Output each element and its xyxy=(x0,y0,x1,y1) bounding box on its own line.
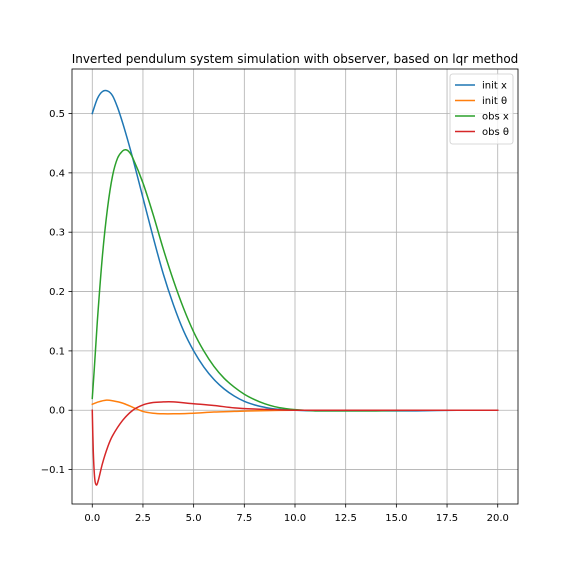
x-tick-label: 7.5 xyxy=(236,513,252,524)
x-tick-label: 10.0 xyxy=(284,513,306,524)
y-tick-label: 0.5 xyxy=(49,109,65,120)
legend: init x init θ obs x obs θ xyxy=(449,73,514,145)
y-tick-label: 0.3 xyxy=(49,228,65,239)
series-lines xyxy=(91,89,499,486)
grid xyxy=(72,69,518,504)
x-tick-label: 20.0 xyxy=(487,513,509,524)
x-tick-label: 0.0 xyxy=(84,513,100,524)
legend-label: obs θ xyxy=(482,127,509,138)
y-tick-label: −0.1 xyxy=(41,465,65,476)
legend-label: obs x xyxy=(482,112,509,123)
x-tick-label: 12.5 xyxy=(335,513,357,524)
legend-label: init θ xyxy=(482,96,507,107)
y-tick-label: 0.1 xyxy=(49,346,65,357)
x-tick-label: 2.5 xyxy=(135,513,151,524)
chart-title: Inverted pendulum system simulation with… xyxy=(72,52,519,66)
y-tick-label: 0.4 xyxy=(49,168,65,179)
legend-box xyxy=(449,73,514,145)
y-tick-label: 0.0 xyxy=(49,406,65,417)
x-tick-label: 17.5 xyxy=(436,513,458,524)
x-tick-label: 5.0 xyxy=(186,513,202,524)
x-tick-label: 15.0 xyxy=(385,513,407,524)
x-axis: 0.0 2.5 5.0 7.5 10.0 12.5 15.0 17.5 20.0 xyxy=(84,504,509,524)
series-line-obs-θ xyxy=(91,401,499,486)
y-tick-label: 0.2 xyxy=(49,287,65,298)
legend-label: init x xyxy=(482,81,507,92)
y-axis: −0.1 0.0 0.1 0.2 0.3 0.4 0.5 xyxy=(41,109,72,476)
